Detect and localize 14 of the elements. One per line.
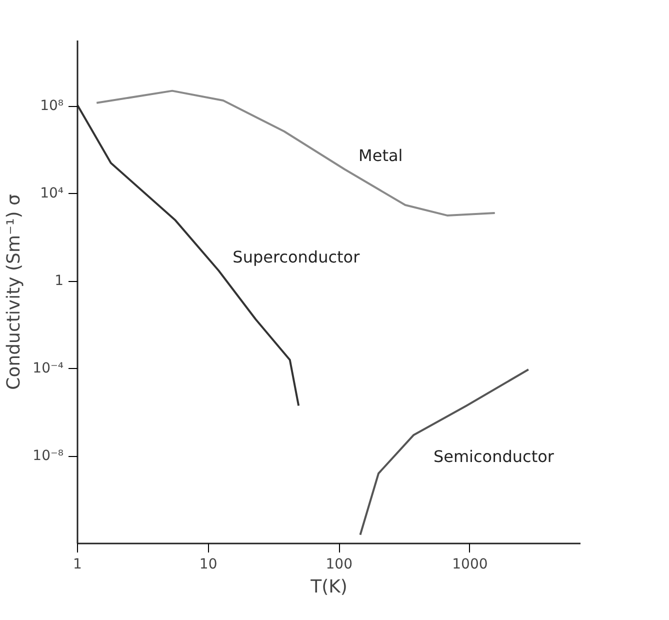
y-axis-title: Conductivity (Sm⁻¹) σ: [4, 194, 25, 390]
series-label: Metal: [358, 146, 403, 166]
y-tick-label: 10⁴: [40, 186, 64, 202]
x-tick-label: 10: [199, 556, 218, 572]
y-tick-label: 10⁸: [40, 98, 64, 114]
series-label: Superconductor: [232, 248, 360, 267]
x-tick-label: 100: [326, 556, 353, 572]
x-tick-label: 1000: [452, 556, 488, 572]
y-tick-label: 1: [54, 273, 64, 290]
series-label: Semiconductor: [433, 447, 554, 466]
x-axis-title: T(K): [310, 576, 348, 598]
y-tick-label: 10⁻⁴: [32, 360, 64, 377]
x-tick-label: 1: [73, 556, 82, 572]
y-tick-label: 10⁻⁸: [32, 448, 64, 464]
